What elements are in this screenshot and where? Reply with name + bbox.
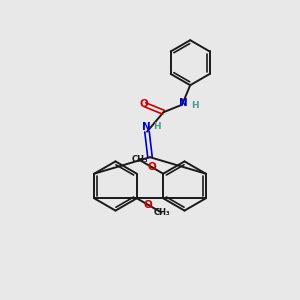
Text: CH₃: CH₃	[132, 155, 148, 164]
Text: O: O	[140, 99, 149, 109]
Text: O: O	[147, 162, 156, 172]
Text: O: O	[144, 200, 153, 210]
Text: H: H	[153, 122, 160, 131]
Text: CH₃: CH₃	[153, 208, 170, 217]
Text: N: N	[179, 98, 188, 109]
Text: N: N	[142, 122, 151, 132]
Text: H: H	[191, 101, 199, 110]
